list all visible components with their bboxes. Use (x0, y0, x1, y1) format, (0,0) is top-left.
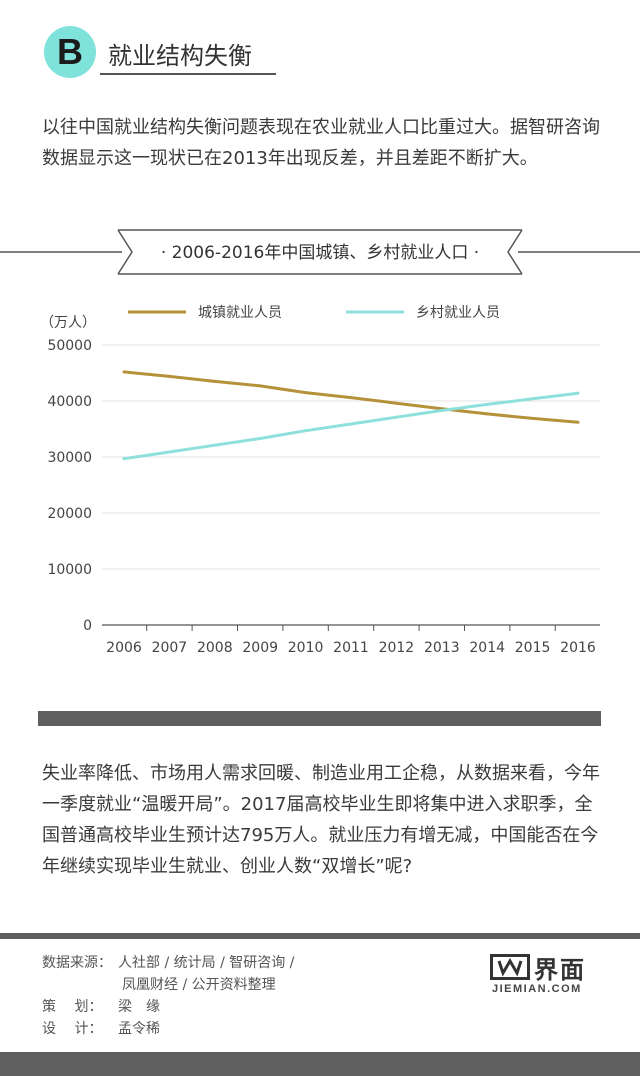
footer-bottom-bar (0, 1052, 640, 1076)
legend-label-1: 城镇就业人员 (198, 305, 282, 321)
y-tick-label: 40000 (47, 394, 92, 410)
x-tick-label: 2006 (106, 640, 142, 656)
credit-designer-row: 设 计： 孟令稀 (42, 1018, 294, 1040)
series-line-2 (123, 391, 579, 461)
section-divider-bar (38, 711, 601, 726)
series-2-point (213, 443, 217, 447)
source-line1: 人社部 / 统计局 / 智研咨询 / (118, 955, 295, 971)
y-tick-label: 0 (83, 618, 92, 634)
y-tick-label: 50000 (47, 338, 92, 354)
x-tick-label: 2014 (469, 640, 505, 656)
series-2-point (167, 450, 171, 454)
section-title: 就业结构失衡 (108, 42, 252, 70)
credit-source-row: 数据来源： 人社部 / 统计局 / 智研咨询 / (42, 952, 294, 974)
logo-mark-icon (490, 954, 530, 980)
y-unit-label: （万人） (40, 315, 96, 331)
planner-name: 梁 缘 (118, 999, 160, 1015)
credits-block: 数据来源： 人社部 / 统计局 / 智研咨询 / 凤凰财经 / 公开资料整理 策 … (42, 952, 294, 1040)
series-1-point (213, 379, 217, 383)
x-tick-label: 2011 (333, 640, 369, 656)
planner-label: 策 划： (42, 999, 103, 1015)
chart-title: · 2006-2016年中国城镇、乡村就业人口 · (160, 243, 480, 263)
source-line2: 凤凰财经 / 公开资料整理 (122, 977, 276, 993)
series-2-point (440, 409, 444, 413)
series-2-point (122, 457, 126, 461)
credit-source-row2: 凤凰财经 / 公开资料整理 (42, 974, 294, 996)
title-banner-shape (0, 229, 640, 275)
series-1-point (167, 374, 171, 378)
section-header: B 就业结构失衡 (44, 26, 276, 78)
chart-title-banner: · 2006-2016年中国城镇、乡村就业人口 · (0, 226, 640, 278)
x-tick-label: 2009 (242, 640, 278, 656)
intro-paragraph: 以往中国就业结构失衡问题表现在农业就业人口比重过大。据智研咨询数据显示这一现状已… (42, 117, 600, 169)
series-2-point (485, 402, 489, 406)
title-underline (100, 73, 276, 75)
y-tick-label: 10000 (47, 562, 92, 578)
x-tick-label: 2010 (288, 640, 324, 656)
credit-planner-row: 策 划： 梁 缘 (42, 996, 294, 1018)
logo-domain: JIEMIAN.COM (492, 983, 582, 995)
logo-name: 界面 (534, 956, 586, 984)
x-tick-label: 2012 (379, 640, 415, 656)
jiemian-logo: 界面 JIEMIAN.COM (490, 950, 602, 1000)
section-badge: B (44, 26, 96, 78)
series-2-point (531, 397, 535, 401)
series-1-point (258, 384, 262, 388)
x-tick-label: 2008 (197, 640, 233, 656)
y-tick-label: 30000 (47, 450, 92, 466)
footer-top-rule (0, 933, 640, 939)
series-2-point (394, 415, 398, 419)
series-1-point (485, 412, 489, 416)
series-1-point (394, 401, 398, 405)
designer-name: 孟令稀 (118, 1021, 160, 1037)
series-1-point (122, 370, 126, 374)
series-2-point (576, 391, 580, 395)
series-1-point (304, 391, 308, 395)
source-label: 数据来源： (42, 955, 112, 971)
series-1-point (349, 396, 353, 400)
x-tick-label: 2013 (424, 640, 460, 656)
x-tick-label: 2015 (515, 640, 551, 656)
series-2-point (349, 422, 353, 426)
designer-label: 设 计： (42, 1021, 103, 1037)
y-tick-label: 20000 (47, 506, 92, 522)
x-tick-label: 2016 (560, 640, 596, 656)
outro-paragraph: 失业率降低、市场用人需求回暖、制造业用工企稳，从数据来看，今年一季度就业“温暖开… (42, 763, 600, 877)
legend-label-2: 乡村就业人员 (416, 305, 500, 321)
x-tick-label: 2007 (152, 640, 188, 656)
series-2-point (258, 437, 262, 441)
series-1-point (531, 416, 535, 420)
line-chart: （万人） 城镇就业人员 乡村就业人员 0 10000 20000 30000 40000 500… (40, 305, 600, 656)
series-2-point (304, 429, 308, 433)
series-1-point (576, 420, 580, 424)
